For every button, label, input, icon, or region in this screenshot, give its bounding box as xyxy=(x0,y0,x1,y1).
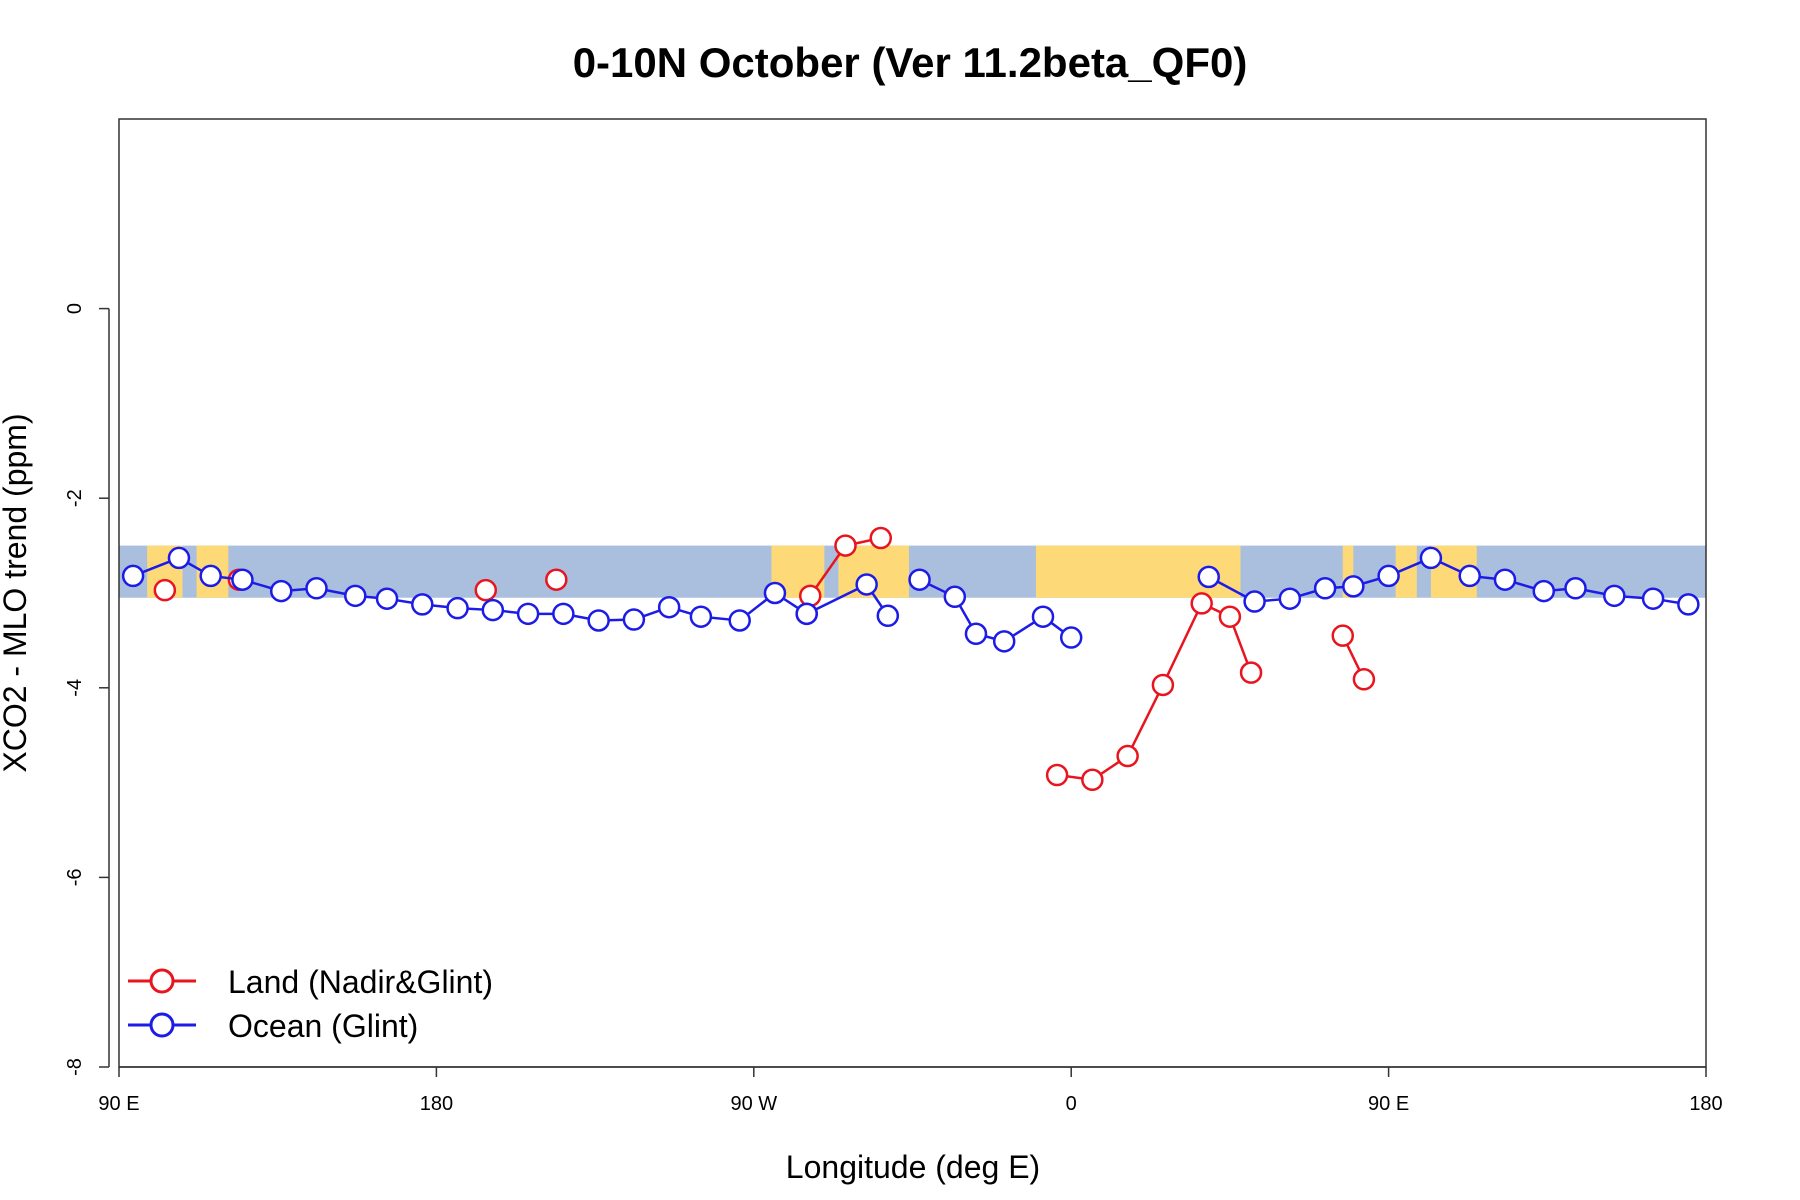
data-point xyxy=(474,578,498,602)
data-point xyxy=(199,564,222,588)
y-tick-label: -4 xyxy=(64,679,86,697)
data-point xyxy=(689,605,713,628)
x-tick-label: 0 xyxy=(1066,1093,1077,1115)
y-tick-label: -6 xyxy=(64,869,86,887)
data-point xyxy=(1677,593,1700,616)
data-point xyxy=(545,568,568,591)
data-point xyxy=(344,584,367,608)
data-point xyxy=(1603,584,1626,608)
data-point xyxy=(908,568,931,591)
data-point xyxy=(1331,624,1355,647)
data-point xyxy=(1045,763,1069,787)
data-point xyxy=(231,568,254,591)
y-axis: 0 -2 -4 -6 -8 xyxy=(64,303,110,1076)
legend: Land (Nadir&Glint) Ocean (Glint) xyxy=(128,964,493,1044)
data-point xyxy=(728,609,751,632)
data-point xyxy=(834,534,857,557)
data-point xyxy=(855,573,878,596)
data-point xyxy=(481,598,505,622)
data-point xyxy=(1243,590,1266,613)
data-point xyxy=(1278,587,1302,610)
data-point xyxy=(869,526,893,550)
data-point xyxy=(153,578,177,602)
x-tick-label: 90 E xyxy=(98,1093,139,1115)
data-point xyxy=(1081,768,1104,792)
data-point xyxy=(964,622,988,646)
data-point xyxy=(1377,564,1400,588)
data-point xyxy=(1197,565,1220,589)
data-point xyxy=(1352,668,1376,691)
data-point xyxy=(1031,605,1055,628)
x-axis-label: Longitude (deg E) xyxy=(786,1149,1040,1185)
data-point xyxy=(121,564,145,588)
data-point xyxy=(1532,579,1556,603)
x-tick-label: 90 E xyxy=(1368,1093,1409,1115)
land-mass xyxy=(1395,545,1417,598)
data-point xyxy=(1059,626,1083,649)
data-point xyxy=(411,593,434,616)
data-point xyxy=(1419,546,1443,570)
data-point xyxy=(657,595,681,619)
data-point xyxy=(269,579,293,603)
legend-ocean-label: Ocean (Glint) xyxy=(228,1008,418,1044)
data-point xyxy=(552,602,575,626)
data-point xyxy=(1641,587,1665,610)
data-point xyxy=(795,602,818,626)
plot-area xyxy=(118,118,1707,1068)
data-point xyxy=(992,630,1016,653)
data-point xyxy=(167,546,191,570)
y-tick-label: -8 xyxy=(64,1058,86,1076)
data-point xyxy=(1313,577,1337,600)
x-tick-label: 90 W xyxy=(730,1093,777,1115)
data-point xyxy=(943,585,967,609)
data-point xyxy=(305,577,328,600)
data-point xyxy=(1116,744,1139,768)
data-point xyxy=(1151,673,1175,697)
legend-ocean-marker xyxy=(149,1012,175,1038)
x-axis: 90 E 180 90 W 0 90 E 180 xyxy=(98,1066,1723,1115)
series-layer xyxy=(121,526,1700,792)
land-mass xyxy=(1342,545,1354,598)
data-point xyxy=(1564,577,1587,600)
series-ocean xyxy=(121,546,1700,653)
data-point xyxy=(1493,568,1517,591)
y-tick-label: 0 xyxy=(64,303,86,314)
data-point xyxy=(1458,564,1481,588)
chart-title: 0-10N October (Ver 11.2beta_QF0) xyxy=(573,39,1248,86)
legend-land-label: Land (Nadir&Glint) xyxy=(228,964,493,1000)
data-point xyxy=(1190,592,1213,615)
data-point xyxy=(587,609,610,632)
data-point xyxy=(375,587,399,610)
data-point xyxy=(1342,575,1365,598)
x-tick-label: 180 xyxy=(1689,1093,1722,1115)
data-point xyxy=(798,584,822,608)
data-point xyxy=(1239,661,1263,684)
legend-land-marker xyxy=(149,968,175,994)
y-axis-label: XCO2 - MLO trend (ppm) xyxy=(0,413,33,772)
data-point xyxy=(1218,605,1242,628)
data-point xyxy=(516,602,540,626)
data-point xyxy=(622,608,646,631)
data-point xyxy=(763,581,787,605)
data-point xyxy=(446,596,469,620)
data-point xyxy=(876,604,900,628)
y-tick-label: -2 xyxy=(64,489,86,507)
x-tick-label: 180 xyxy=(420,1093,453,1115)
